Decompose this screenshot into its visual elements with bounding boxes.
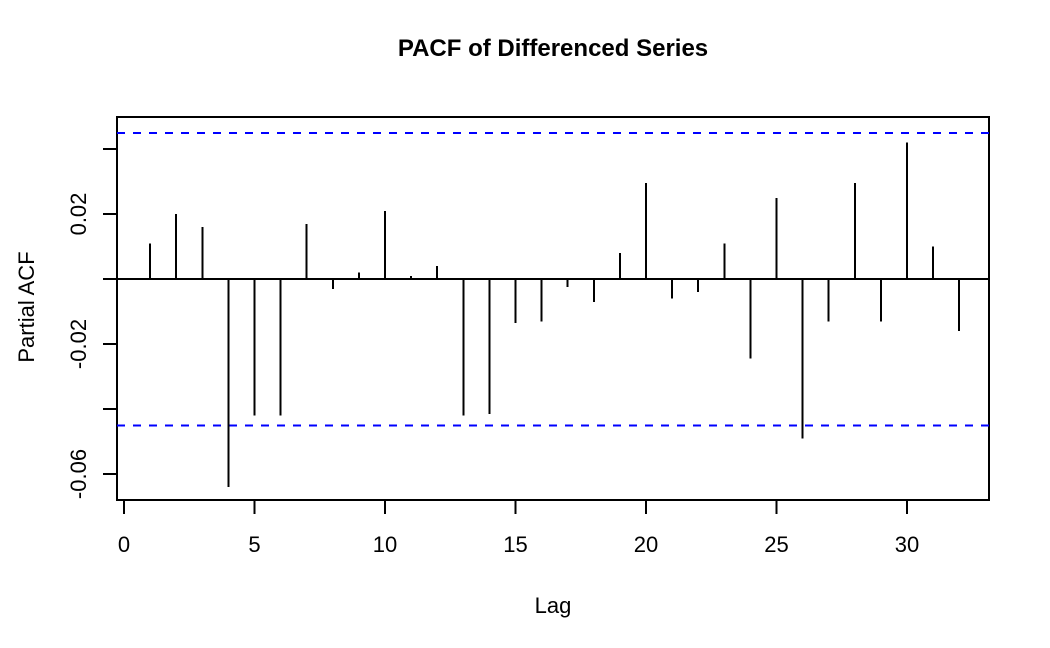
- y-tick-label--0.02: -0.02: [66, 319, 91, 369]
- plot-box: [116, 116, 990, 501]
- x-tick-label-25: 25: [764, 532, 788, 557]
- x-tick-label-10: 10: [373, 532, 397, 557]
- x-tick-label-5: 5: [248, 532, 260, 557]
- y-axis-label: Partial ACF: [14, 251, 39, 362]
- y-tick-label-0.02: 0.02: [66, 193, 91, 236]
- x-tick-label-20: 20: [634, 532, 658, 557]
- chart-title: PACF of Differenced Series: [398, 35, 708, 62]
- x-tick-label-0: 0: [118, 532, 130, 557]
- y-tick-label--0.06: -0.06: [66, 449, 91, 499]
- x-tick-label-15: 15: [503, 532, 527, 557]
- x-tick-label-30: 30: [895, 532, 919, 557]
- x-axis-label: Lag: [535, 593, 572, 618]
- plot-area: 0 5 10 15 20 25 30 0.02 -0.02 -0.06: [66, 116, 990, 557]
